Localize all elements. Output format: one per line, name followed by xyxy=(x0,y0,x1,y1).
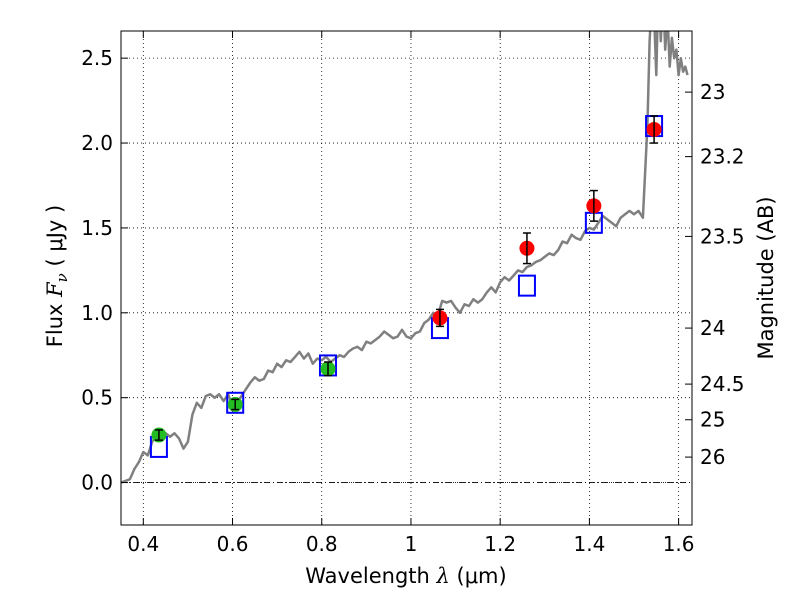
grid xyxy=(121,31,692,525)
y-tick-label: 1.5 xyxy=(81,216,113,240)
y-tick-label: 0.5 xyxy=(81,386,113,410)
x-tick-label: 0.8 xyxy=(306,532,338,556)
y2-tick-label: 24.5 xyxy=(700,372,745,396)
y-tick-label: 1.0 xyxy=(81,301,113,325)
y2-tick-label: 24 xyxy=(700,316,725,340)
data-points xyxy=(149,115,664,458)
y-tick-label: 2.5 xyxy=(81,46,113,70)
x-tick-label: 1 xyxy=(405,532,418,556)
x-tick-label: 0.4 xyxy=(127,532,159,556)
model-band-square xyxy=(517,274,536,297)
model-spectrum-line xyxy=(121,31,689,484)
x-tick-label: 0.6 xyxy=(217,532,249,556)
x-tick-label: 1.6 xyxy=(663,532,695,556)
y2-tick-label: 23.2 xyxy=(700,145,745,169)
y2-tick-label: 26 xyxy=(700,445,725,469)
axis-ticks: 0.4 0.6 0.8 1 1.2 1.4 1.6 0.0 0.5 1.0 1.5 2.0 2.5 23 2… xyxy=(81,31,745,556)
y-axis-label: Flux Fν ( μJy ) xyxy=(43,205,71,347)
x-tick-label: 1.2 xyxy=(484,532,516,556)
y2-axis-label: Magnitude (AB) xyxy=(754,196,778,359)
model-spectrum xyxy=(121,31,689,484)
y2-tick-label: 23 xyxy=(700,80,725,104)
x-tick-label: 1.4 xyxy=(573,532,605,556)
plot-frame xyxy=(120,30,693,526)
y2-tick-label: 23.5 xyxy=(700,224,745,248)
y-tick-label: 2.0 xyxy=(81,131,113,155)
y2-tick-label: 25 xyxy=(700,408,725,432)
y-tick-label: 0.0 xyxy=(81,471,113,495)
model-band-square xyxy=(226,391,245,414)
x-axis-label: Wavelength λ (μm) xyxy=(305,564,506,588)
